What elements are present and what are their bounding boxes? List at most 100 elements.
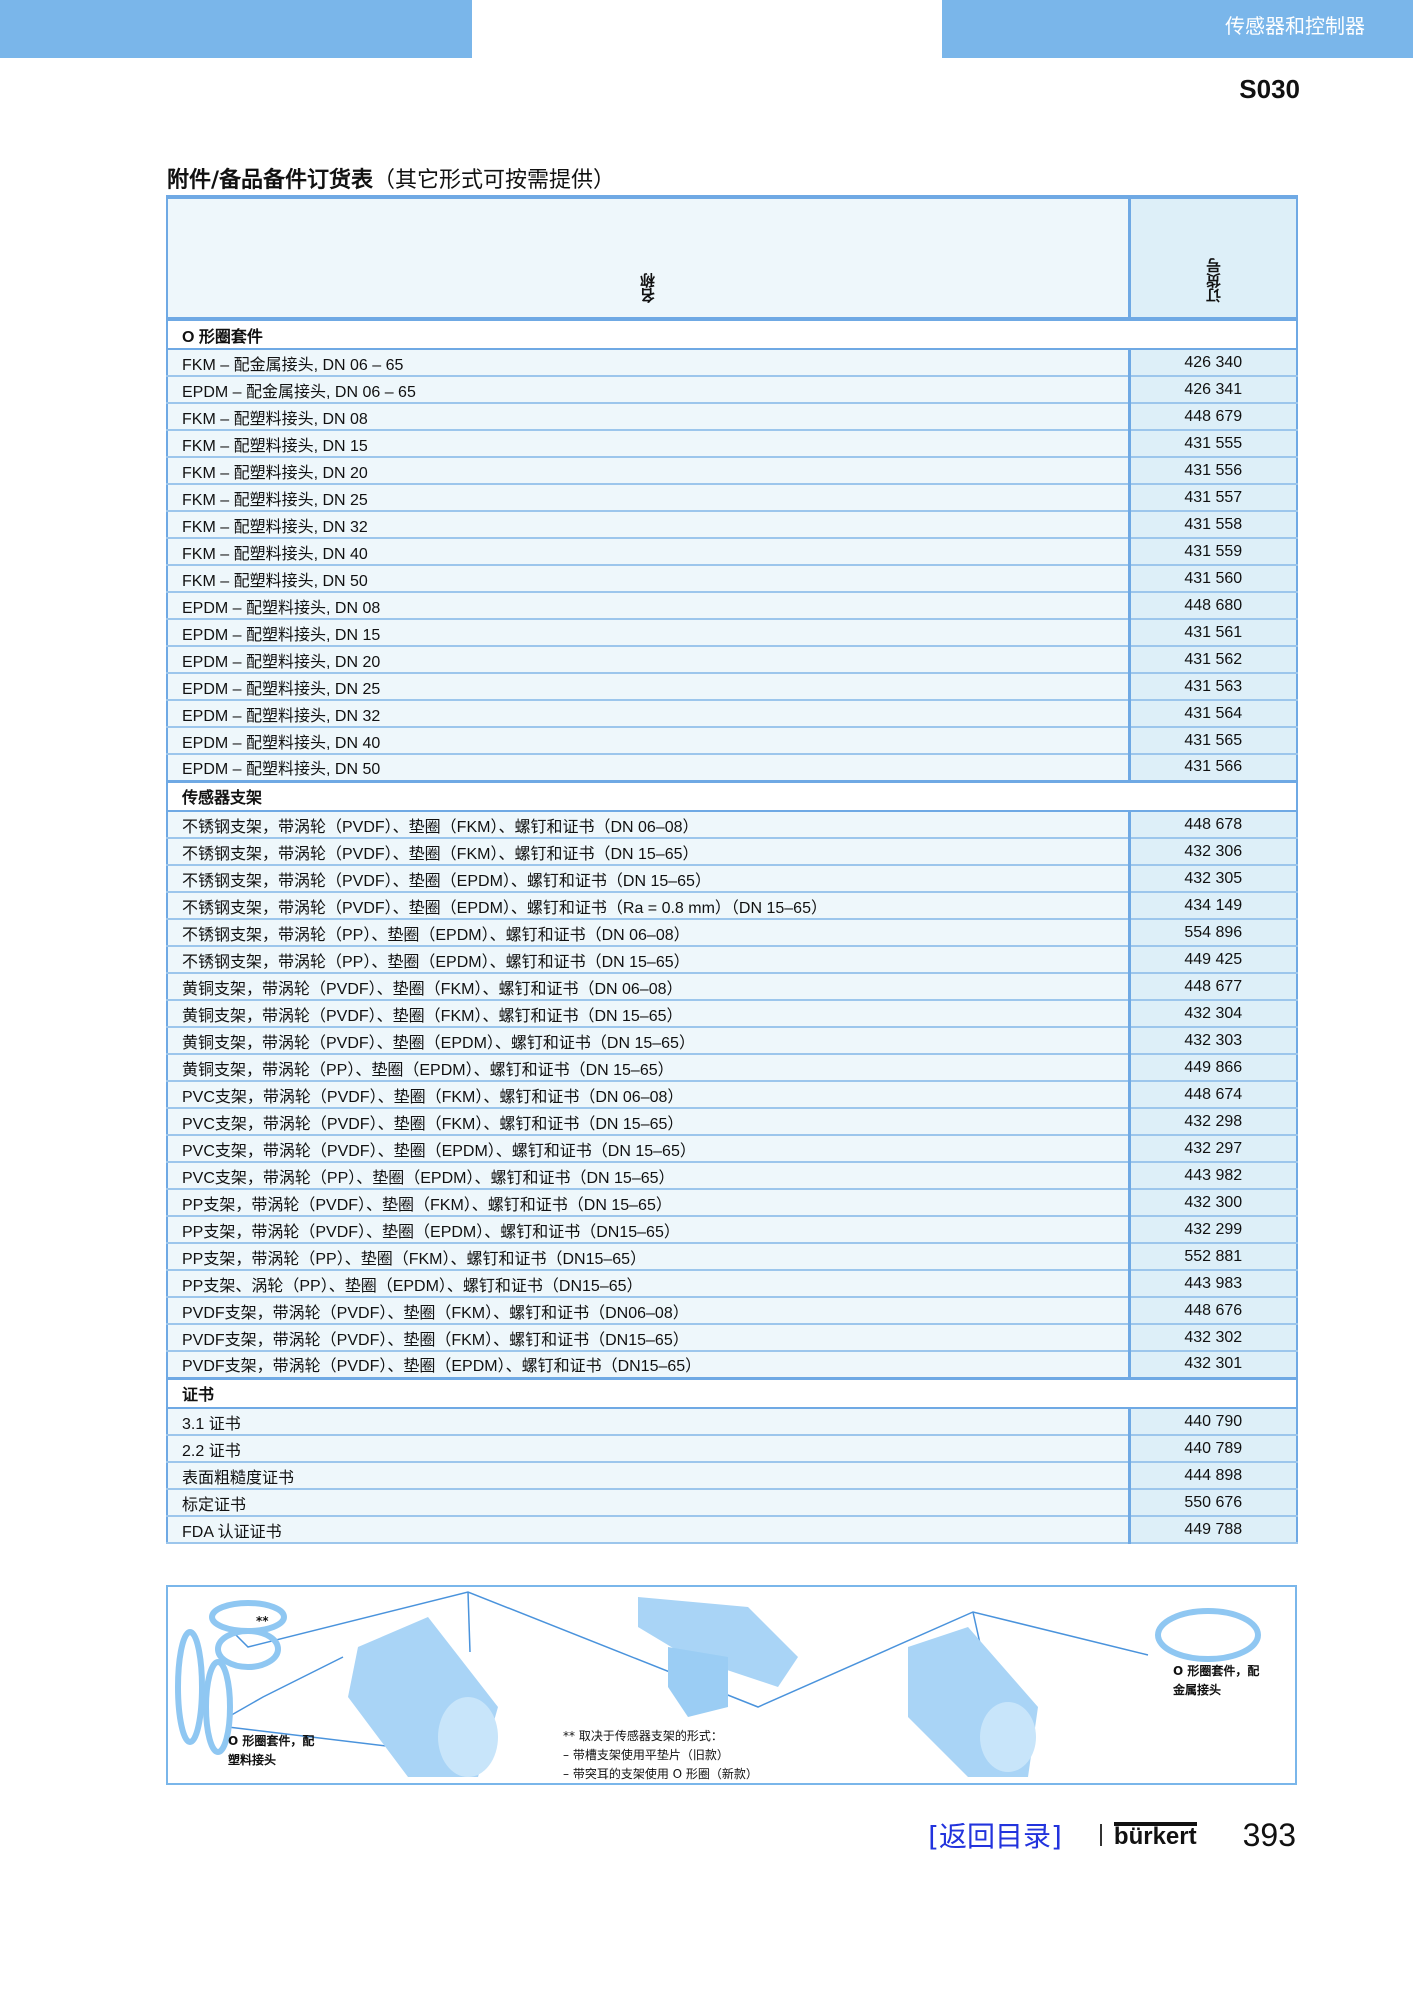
order-number: 443 983 — [1127, 1270, 1297, 1298]
order-number: 550 676 — [1127, 1489, 1297, 1517]
item-name: PVC支架，带涡轮（PVDF）、垫圈（FKM）、螺钉和证书（DN 15–65） — [167, 1108, 1129, 1136]
order-number: 432 298 — [1127, 1108, 1297, 1136]
item-name: 黄铜支架，带涡轮（PVDF）、垫圈（FKM）、螺钉和证书（DN 15–65） — [167, 1000, 1129, 1028]
page-title: 附件/备品备件订货表（其它形式可按需提供） — [167, 162, 615, 194]
order-number: 440 789 — [1127, 1435, 1297, 1463]
item-name: FKM – 配塑料接头, DN 20 — [167, 457, 1129, 485]
order-number: 431 555 — [1127, 430, 1297, 458]
table-row: EPDM – 配塑料接头, DN 50 431 566 — [167, 754, 1297, 782]
order-number: 432 299 — [1127, 1216, 1297, 1244]
item-name: PVDF支架，带涡轮（PVDF）、垫圈（EPDM）、螺钉和证书（DN15–65） — [167, 1351, 1129, 1379]
header-band-left — [0, 0, 472, 58]
order-number: 426 341 — [1127, 376, 1297, 404]
order-number: 448 674 — [1127, 1081, 1297, 1109]
table-row: 黄铜支架，带涡轮（PVDF）、垫圈（EPDM）、螺钉和证书（DN 15–65） 4… — [167, 1027, 1297, 1055]
table-row: FKM – 配塑料接头, DN 40 431 559 — [167, 538, 1297, 566]
item-name: FDA 认证证书 — [167, 1516, 1129, 1544]
item-name: 不锈钢支架，带涡轮（PVDF）、垫圈（FKM）、螺钉和证书（DN 06–08） — [167, 811, 1129, 839]
item-name: FKM – 配金属接头, DN 06 – 65 — [167, 349, 1129, 377]
order-number: 554 896 — [1127, 919, 1297, 947]
label-plastic-line: O 形圈套件，配 — [228, 1734, 315, 1748]
item-name: FKM – 配塑料接头, DN 08 — [167, 403, 1129, 431]
table-row: PVC支架，带涡轮（PVDF）、垫圈（FKM）、螺钉和证书（DN 06–08） 4… — [167, 1081, 1297, 1109]
table-row: 黄铜支架，带涡轮（PP）、垫圈（EPDM）、螺钉和证书（DN 15–65） 449… — [167, 1054, 1297, 1082]
item-name: PVDF支架，带涡轮（PVDF）、垫圈（FKM）、螺钉和证书（DN06–08） — [167, 1297, 1129, 1325]
order-number: 448 678 — [1127, 811, 1297, 839]
order-number: 449 425 — [1127, 946, 1297, 974]
section-header: 证书 — [167, 1376, 1297, 1409]
item-name: 不锈钢支架，带涡轮（PVDF）、垫圈（EPDM）、螺钉和证书（Ra = 0.8 … — [167, 892, 1129, 920]
column-header-name: 名称 — [167, 195, 1129, 321]
order-number: 444 898 — [1127, 1462, 1297, 1490]
item-name: PP支架、涡轮（PP）、垫圈（EPDM）、螺钉和证书（DN15–65） — [167, 1270, 1129, 1298]
item-name: FKM – 配塑料接头, DN 50 — [167, 565, 1129, 593]
item-name: PP支架，带涡轮（PVDF）、垫圈（EPDM）、螺钉和证书（DN15–65） — [167, 1216, 1129, 1244]
section-title: 传感器支架 — [167, 779, 1297, 812]
note-line: – 带突耳的支架使用 O 形圈（新款） — [563, 1767, 758, 1781]
column-header-order-no: 订货号 — [1127, 195, 1297, 321]
item-name: 表面粗糙度证书 — [167, 1462, 1129, 1490]
item-name: 不锈钢支架，带涡轮（PVDF）、垫圈（EPDM）、螺钉和证书（DN 15–65） — [167, 865, 1129, 893]
table-row: FKM – 配塑料接头, DN 25 431 557 — [167, 484, 1297, 512]
table-row: FKM – 配塑料接头, DN 20 431 556 — [167, 457, 1297, 485]
item-name: 不锈钢支架，带涡轮（PP）、垫圈（EPDM）、螺钉和证书（DN 15–65） — [167, 946, 1129, 974]
table-row: 不锈钢支架，带涡轮（PVDF）、垫圈（EPDM）、螺钉和证书（DN 15–65）… — [167, 865, 1297, 893]
order-number: 431 565 — [1127, 727, 1297, 755]
item-name: EPDM – 配塑料接头, DN 25 — [167, 673, 1129, 701]
footer: [返回目录] bürkert 393 — [928, 1815, 1296, 1855]
item-name: PVC支架，带涡轮（PVDF）、垫圈（EPDM）、螺钉和证书（DN 15–65） — [167, 1135, 1129, 1163]
order-number: 443 982 — [1127, 1162, 1297, 1190]
table-row: 不锈钢支架，带涡轮（PP）、垫圈（EPDM）、螺钉和证书（DN 15–65） 44… — [167, 946, 1297, 974]
table-row: FKM – 配塑料接头, DN 08 448 679 — [167, 403, 1297, 431]
item-name: EPDM – 配塑料接头, DN 40 — [167, 727, 1129, 755]
o-ring-icon — [175, 1600, 1261, 1755]
table-row: PVDF支架，带涡轮（PVDF）、垫圈（FKM）、螺钉和证书（DN06–08） 4… — [167, 1297, 1297, 1325]
section-header: O 形圈套件 — [167, 319, 1297, 350]
section-title: 证书 — [167, 1376, 1297, 1409]
table-row: EPDM – 配金属接头, DN 06 – 65 426 341 — [167, 376, 1297, 404]
order-number: 432 297 — [1127, 1135, 1297, 1163]
back-to-contents-link[interactable]: [返回目录] — [928, 1820, 1062, 1853]
column-header-name-text: 名称 — [639, 273, 658, 303]
order-number: 432 302 — [1127, 1324, 1297, 1352]
table-row: EPDM – 配塑料接头, DN 15 431 561 — [167, 619, 1297, 647]
marker-label: ** — [256, 1614, 269, 1628]
table-row: 表面粗糙度证书 444 898 — [167, 1462, 1297, 1490]
label-metal-line: O 形圈套件，配 — [1173, 1664, 1260, 1678]
order-number: 449 866 — [1127, 1054, 1297, 1082]
title-sub: （其它形式可按需提供） — [373, 168, 616, 193]
table-row: 黄铜支架，带涡轮（PVDF）、垫圈（FKM）、螺钉和证书（DN 06–08） 44… — [167, 973, 1297, 1001]
order-number: 432 304 — [1127, 1000, 1297, 1028]
brand-logo: bürkert — [1113, 1822, 1197, 1850]
header-band-right: 传感器和控制器 — [942, 0, 1413, 58]
label-metal: O 形圈套件，配 金属接头 — [1173, 1662, 1259, 1700]
table-row: EPDM – 配塑料接头, DN 25 431 563 — [167, 673, 1297, 701]
order-number: 431 561 — [1127, 619, 1297, 647]
column-header-order-no-text: 订货号 — [1204, 258, 1223, 303]
item-name: FKM – 配塑料接头, DN 25 — [167, 484, 1129, 512]
table-row: 不锈钢支架，带涡轮（PVDF）、垫圈（FKM）、螺钉和证书（DN 15–65） 4… — [167, 838, 1297, 866]
order-number: 432 303 — [1127, 1027, 1297, 1055]
order-number: 431 556 — [1127, 457, 1297, 485]
order-number: 432 301 — [1127, 1351, 1297, 1379]
item-name: EPDM – 配塑料接头, DN 50 — [167, 754, 1129, 782]
order-number: 449 788 — [1127, 1516, 1297, 1544]
order-number: 432 300 — [1127, 1189, 1297, 1217]
diagram-note: ** 取决于传感器支架的形式： – 带槽支架使用平垫片（旧款） – 带突耳的支架… — [563, 1727, 758, 1784]
table-row: PP支架，带涡轮（PVDF）、垫圈（FKM）、螺钉和证书（DN 15–65） 43… — [167, 1189, 1297, 1217]
table-row: PVC支架，带涡轮（PP）、垫圈（EPDM）、螺钉和证书（DN 15–65） 44… — [167, 1162, 1297, 1190]
parts-diagram: ** O 形圈套件，配 塑料接头 O 形圈套件，配 金属接头 ** 取决于传感器支架… — [166, 1585, 1297, 1785]
item-name: 黄铜支架，带涡轮（PP）、垫圈（EPDM）、螺钉和证书（DN 15–65） — [167, 1054, 1129, 1082]
item-name: EPDM – 配塑料接头, DN 20 — [167, 646, 1129, 674]
order-number: 431 562 — [1127, 646, 1297, 674]
item-name: 2.2 证书 — [167, 1435, 1129, 1463]
table-row: EPDM – 配塑料接头, DN 08 448 680 — [167, 592, 1297, 620]
item-name: 3.1 证书 — [167, 1408, 1129, 1436]
label-metal-line: 金属接头 — [1173, 1683, 1222, 1697]
order-number: 431 558 — [1127, 511, 1297, 539]
item-name: 黄铜支架，带涡轮（PVDF）、垫圈（FKM）、螺钉和证书（DN 06–08） — [167, 973, 1129, 1001]
order-number: 432 306 — [1127, 838, 1297, 866]
item-name: EPDM – 配塑料接头, DN 08 — [167, 592, 1129, 620]
page-number: 393 — [1242, 1816, 1296, 1853]
note-line: ** 取决于传感器支架的形式： — [563, 1729, 723, 1743]
